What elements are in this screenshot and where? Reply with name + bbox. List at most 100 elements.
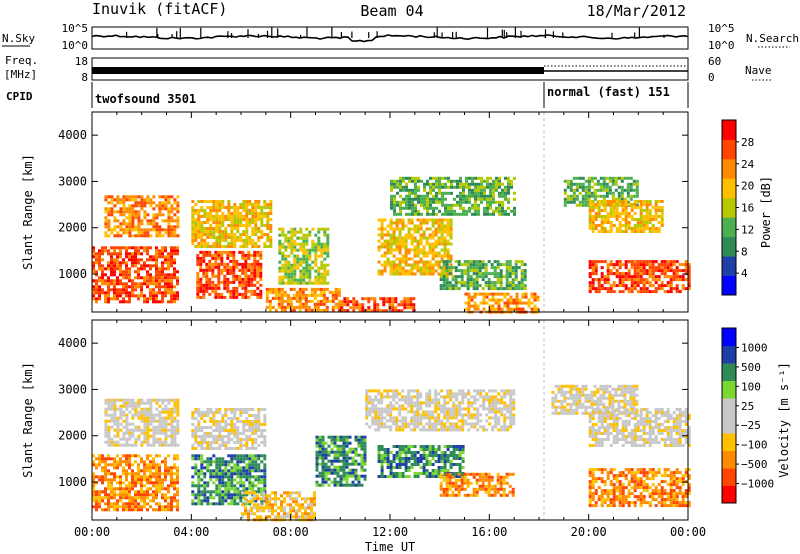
power-cell	[107, 276, 110, 280]
velocity-cell	[173, 481, 176, 485]
power-cell	[437, 224, 441, 228]
velocity-cell	[200, 478, 204, 482]
velocity-cell	[206, 460, 210, 464]
velocity-cell	[161, 508, 164, 512]
power-cell	[101, 273, 104, 277]
velocity-cell	[122, 419, 126, 423]
power-cell	[194, 233, 198, 236]
velocity-cell	[122, 508, 125, 512]
velocity-cell	[170, 508, 173, 512]
velocity-cell	[125, 404, 129, 408]
power-cell	[434, 245, 438, 249]
velocity-cell	[230, 454, 234, 458]
power-cell	[161, 252, 164, 256]
velocity-cell	[233, 487, 237, 491]
power-cell	[483, 197, 486, 201]
power-cell	[340, 306, 344, 310]
velocity-cell	[104, 428, 108, 432]
power-cell	[450, 191, 453, 195]
velocity-cell	[137, 428, 141, 432]
power-cell	[416, 230, 420, 234]
power-cell	[214, 292, 218, 296]
power-cell	[590, 185, 594, 189]
velocity-cell	[176, 508, 179, 512]
power-cell	[194, 245, 198, 248]
velocity-cell	[248, 438, 252, 441]
velocity-cell	[248, 472, 252, 476]
velocity-cell	[137, 398, 141, 402]
velocity-cell	[203, 438, 207, 441]
power-cell	[107, 213, 111, 217]
power-cell	[287, 275, 291, 279]
power-cell	[241, 250, 245, 254]
velocity-cell	[107, 496, 110, 500]
power-cell	[467, 304, 471, 308]
power-cell	[143, 234, 147, 238]
power-cell	[408, 194, 411, 198]
power-cell	[167, 279, 170, 283]
power-cell	[110, 258, 113, 262]
power-cell	[320, 227, 324, 231]
velocity-cell	[92, 475, 95, 479]
power-cell	[383, 263, 387, 267]
velocity-cell	[164, 431, 168, 435]
power-cell	[501, 206, 504, 210]
power-cell	[425, 239, 429, 243]
velocity-cell	[194, 472, 198, 476]
power-cell	[485, 292, 489, 296]
velocity-cell	[107, 398, 111, 402]
power-cell	[397, 309, 401, 313]
power-cell	[416, 254, 420, 258]
power-cell	[447, 209, 450, 213]
power-cell	[128, 255, 131, 259]
power-cell	[469, 284, 473, 288]
velocity-cell	[149, 404, 153, 408]
power-cell	[492, 185, 495, 189]
power-cell	[164, 273, 167, 277]
power-cell	[498, 176, 501, 180]
power-cell	[134, 282, 137, 286]
velocity-cell	[140, 460, 143, 464]
power-cell	[411, 197, 414, 201]
power-cell	[399, 212, 402, 216]
power-cell	[672, 269, 676, 273]
velocity-cell	[257, 469, 261, 473]
power-cell	[389, 248, 393, 252]
power-cell	[606, 203, 610, 206]
velocity-cell	[251, 408, 255, 411]
power-cell	[265, 293, 269, 297]
power-cell	[563, 200, 567, 204]
power-cell	[149, 267, 152, 271]
power-cell	[196, 256, 200, 260]
power-cell	[247, 283, 251, 287]
power-cell	[468, 200, 471, 204]
power-cell	[380, 236, 384, 240]
power-cell	[414, 176, 417, 180]
power-cell	[205, 274, 209, 278]
power-cell	[633, 272, 637, 276]
power-cell	[218, 239, 222, 242]
power-cell	[518, 301, 522, 305]
velocity-cell	[164, 466, 167, 470]
velocity-cell	[247, 500, 250, 504]
velocity-cell	[218, 429, 222, 432]
power-cell	[575, 176, 579, 180]
power-cell	[149, 288, 152, 292]
power-cell	[483, 212, 486, 216]
power-cell	[254, 245, 258, 248]
power-cell	[319, 293, 323, 297]
power-cell	[666, 281, 670, 285]
velocity-cell	[164, 419, 168, 423]
velocity-cell	[206, 414, 210, 417]
power-cell	[621, 206, 625, 209]
power-cell	[197, 236, 201, 239]
power-cell	[684, 287, 688, 291]
velocity-cell	[122, 443, 126, 447]
power-cell	[161, 276, 164, 280]
velocity-cell	[230, 408, 234, 411]
power-cell	[624, 287, 628, 291]
velocity-cell	[131, 404, 135, 408]
power-cell	[411, 206, 414, 210]
velocity-cell	[167, 496, 170, 500]
velocity-cell	[104, 401, 108, 405]
